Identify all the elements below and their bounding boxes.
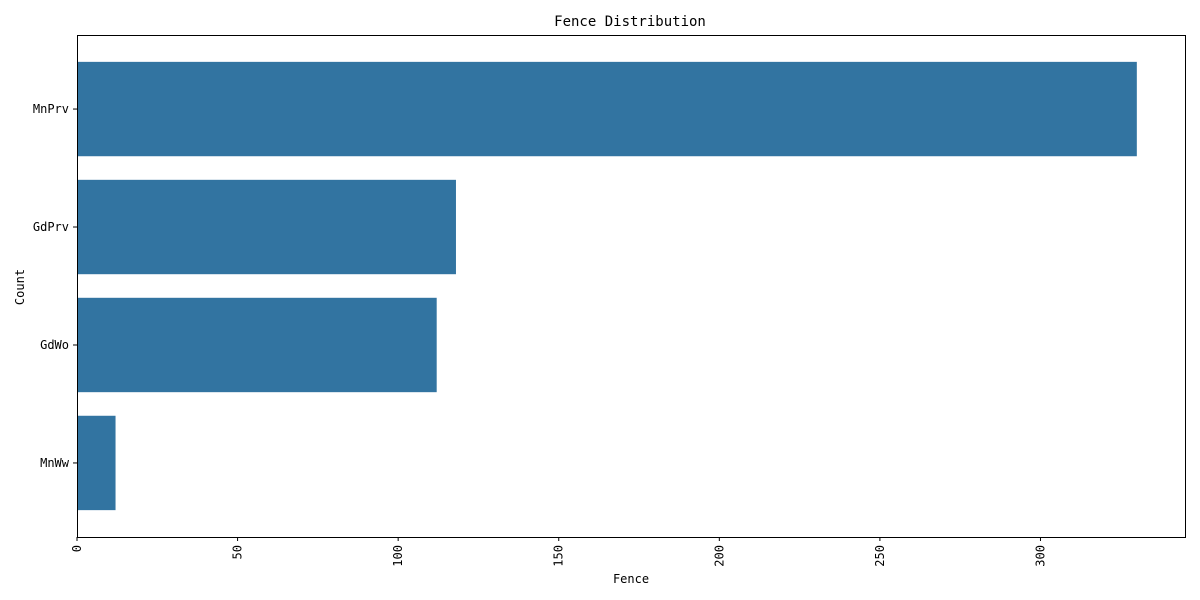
chart-title: Fence Distribution: [554, 14, 706, 30]
x-tick-label: 200: [712, 545, 726, 567]
x-tick-label: 150: [552, 545, 566, 567]
x-tick-label: 250: [873, 545, 887, 567]
y-tick-label: GdWo: [40, 338, 69, 352]
bar-gdwo: [77, 297, 437, 393]
bar-mnww: [77, 415, 116, 511]
y-tick-label: GdPrv: [33, 220, 69, 234]
x-axis-label: Fence: [613, 572, 649, 586]
x-tick-label: 300: [1033, 545, 1047, 567]
x-ticks-group: 0 50 100 150 200 250 300: [70, 537, 1047, 567]
bars-group: [77, 61, 1137, 511]
y-tick-label: MnWw: [40, 456, 70, 470]
plot-frame: [77, 35, 1186, 538]
bar-gdprv: [77, 179, 456, 275]
y-axis-label: Count: [13, 269, 27, 305]
bar-mnprv: [77, 61, 1137, 157]
x-tick-label: 0: [70, 545, 84, 552]
y-ticks-group: MnPrv GdPrv GdWo MnWw: [33, 102, 77, 470]
x-tick-label: 100: [391, 545, 405, 567]
y-tick-label: MnPrv: [33, 102, 69, 116]
x-tick-label: 50: [231, 545, 245, 559]
